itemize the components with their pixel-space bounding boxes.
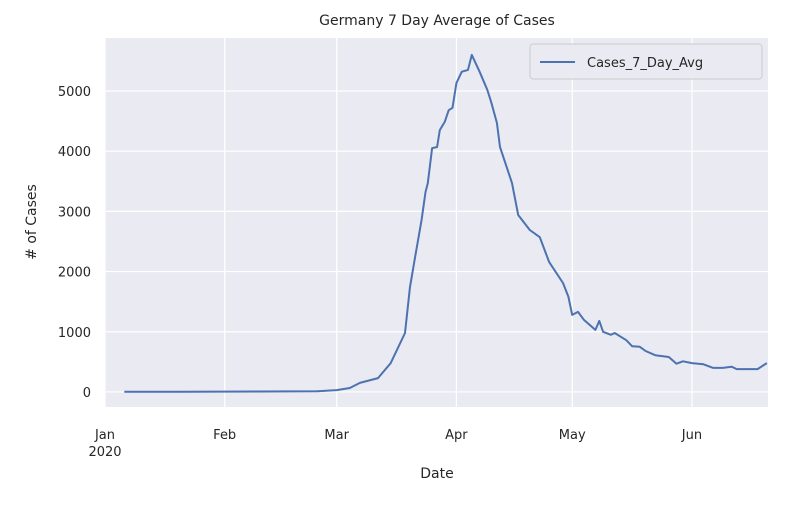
x-tick-label: Apr bbox=[445, 428, 468, 443]
x-tick-label: May bbox=[559, 428, 586, 443]
x-tick-label: Feb bbox=[213, 428, 236, 443]
legend-box bbox=[529, 43, 763, 80]
x-tick-sublabel: 2020 bbox=[88, 445, 121, 460]
plot-area bbox=[105, 38, 768, 407]
x-tick-label: Jan bbox=[94, 428, 115, 443]
chart-title: Germany 7 Day Average of Cases bbox=[319, 13, 555, 29]
y-tick-label: 5000 bbox=[58, 85, 91, 100]
y-tick-label: 3000 bbox=[58, 205, 91, 220]
x-tick-label: Jun bbox=[681, 428, 702, 443]
legend: Cases_7_Day_Avg bbox=[529, 43, 763, 80]
legend-label: Cases_7_Day_Avg bbox=[587, 56, 703, 71]
y-tick-label: 0 bbox=[83, 386, 91, 401]
x-axis-label: Date bbox=[420, 466, 453, 482]
y-axis-label: # of Cases bbox=[24, 184, 40, 260]
x-tick-label: Mar bbox=[324, 428, 349, 443]
y-tick-label: 1000 bbox=[58, 326, 91, 341]
y-tick-label: 2000 bbox=[58, 266, 91, 281]
y-tick-label: 4000 bbox=[58, 145, 91, 160]
series-line-cases-7-day-avg bbox=[124, 53, 768, 393]
